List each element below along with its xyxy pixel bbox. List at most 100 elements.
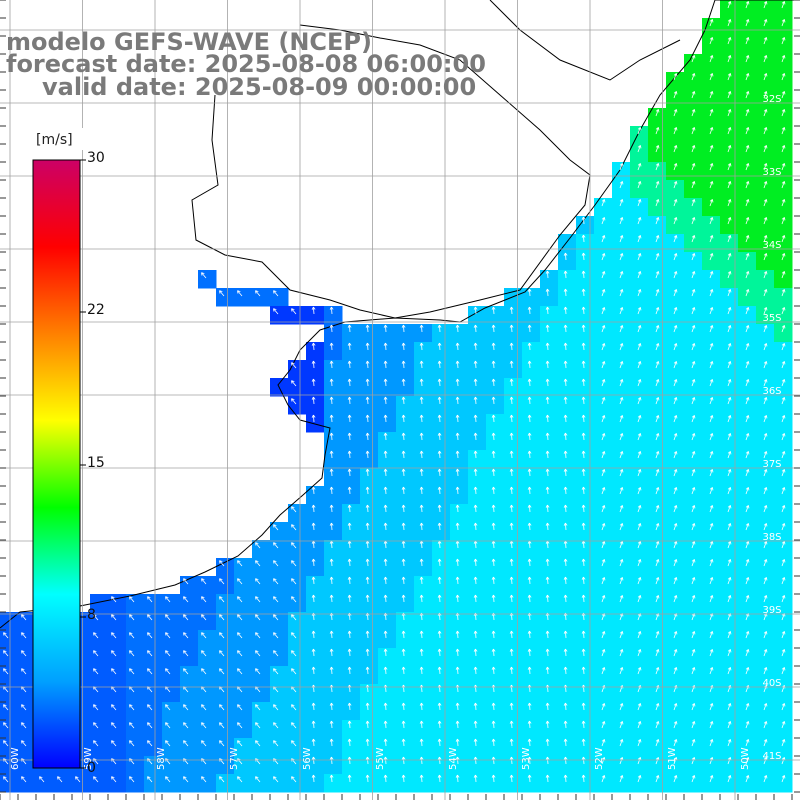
wind-arrow-icon [545, 756, 550, 765]
speed-cell [396, 432, 415, 451]
wind-arrow-icon [419, 720, 424, 729]
speed-cell [234, 594, 253, 613]
speed-cell [558, 396, 577, 415]
speed-cell [486, 468, 505, 487]
speed-cell [774, 324, 793, 343]
wind-arrow-icon [111, 632, 117, 639]
wind-arrow-icon [763, 541, 768, 549]
speed-cell [774, 468, 793, 487]
wind-arrow-icon [691, 91, 696, 99]
latitude-label: 33S [762, 167, 781, 178]
speed-cell [738, 720, 757, 739]
speed-cell [684, 738, 703, 757]
wind-arrow-icon [473, 558, 478, 567]
speed-cell [432, 702, 451, 721]
speed-cell [558, 576, 577, 595]
speed-cell [504, 468, 523, 487]
wind-arrow-icon [745, 595, 750, 603]
wind-arrow-icon [255, 542, 261, 549]
wind-arrow-icon [745, 127, 750, 135]
speed-cell [738, 414, 757, 433]
wind-arrow-icon [619, 577, 624, 585]
wind-arrow-icon [291, 596, 297, 603]
speed-cell [774, 450, 793, 469]
speed-cell [720, 378, 739, 397]
speed-cell [756, 198, 775, 217]
speed-cell [162, 774, 181, 793]
speed-cell [522, 558, 541, 577]
speed-cell [414, 576, 433, 595]
speed-cell [432, 522, 451, 541]
wind-arrow-icon [365, 522, 370, 531]
wind-arrow-icon [383, 432, 388, 441]
speed-cell [324, 540, 343, 559]
speed-cell [468, 648, 487, 667]
speed-cell [630, 432, 649, 451]
speed-cell [684, 684, 703, 703]
speed-cell [432, 576, 451, 595]
wind-arrow-icon [655, 109, 660, 117]
wind-arrow-icon [3, 668, 9, 675]
wind-arrow-icon [563, 414, 568, 423]
wind-arrow-icon [473, 666, 478, 675]
colorbar-tick-22: 22 [87, 302, 105, 318]
speed-cell [720, 0, 739, 19]
speed-cell [468, 720, 487, 739]
wind-arrow-icon [509, 324, 514, 333]
speed-cell [738, 252, 757, 271]
speed-cell [504, 702, 523, 721]
speed-cell [648, 612, 667, 631]
wind-arrow-icon [581, 540, 586, 549]
wind-arrow-icon [237, 704, 243, 711]
wind-arrow-icon [329, 468, 334, 477]
wind-arrow-icon [637, 307, 642, 315]
wind-arrow-icon [383, 360, 388, 369]
wind-arrow-icon [637, 721, 642, 729]
longitude-label: 59W [83, 747, 94, 770]
speed-cell [558, 522, 577, 541]
speed-cell [558, 774, 577, 793]
latitude-label: 37S [762, 459, 781, 470]
speed-cell [468, 612, 487, 631]
wind-arrow-icon [329, 324, 334, 333]
speed-cell [594, 234, 613, 253]
wind-arrow-icon [219, 704, 225, 711]
wind-arrow-icon [709, 217, 714, 225]
speed-cell [756, 594, 775, 613]
wind-arrow-icon [419, 468, 424, 477]
wind-arrow-icon [691, 325, 696, 333]
wind-arrow-icon [291, 380, 297, 387]
speed-cell [774, 198, 793, 217]
wind-arrow-icon [673, 487, 678, 495]
speed-cell [342, 774, 361, 793]
speed-cell [594, 378, 613, 397]
speed-cell [270, 522, 289, 541]
speed-cell [144, 612, 163, 631]
wind-arrow-icon [545, 540, 550, 549]
wind-arrow-icon [655, 379, 660, 387]
wind-arrow-icon [727, 181, 732, 189]
speed-cell [594, 288, 613, 307]
speed-cell [216, 612, 235, 631]
speed-cell [378, 630, 397, 649]
speed-cell [630, 738, 649, 757]
wind-arrow-icon [93, 740, 99, 747]
wind-arrow-icon [545, 414, 550, 423]
speed-cell [594, 270, 613, 289]
speed-cell [252, 720, 271, 739]
speed-cell [630, 594, 649, 613]
colorbar-tick-15: 15 [87, 455, 105, 471]
speed-cell [0, 630, 19, 649]
wind-arrow-icon [727, 415, 732, 423]
speed-cell [468, 378, 487, 397]
speed-cell [522, 306, 541, 325]
wind-arrow-icon [619, 433, 624, 441]
speed-cell [306, 558, 325, 577]
wind-arrow-icon [383, 540, 388, 549]
speed-cell [738, 306, 757, 325]
speed-cell [108, 774, 127, 793]
wind-arrow-icon [455, 720, 460, 729]
speed-cell [450, 342, 469, 361]
speed-cell [648, 396, 667, 415]
